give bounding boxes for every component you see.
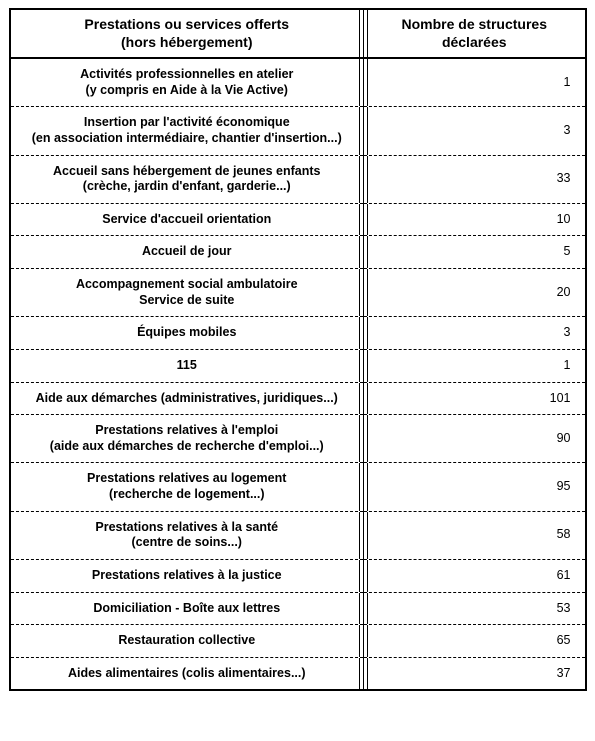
- service-label: Équipes mobiles: [10, 317, 364, 350]
- service-count: 5: [364, 236, 586, 269]
- table-row: Restauration collective 65: [10, 625, 586, 658]
- service-label-line2: (centre de soins...): [21, 535, 354, 551]
- service-label-line2: (crèche, jardin d'enfant, garderie...): [21, 179, 354, 195]
- table-row: Équipes mobiles 3: [10, 317, 586, 350]
- table-row: Accueil sans hébergement de jeunes enfan…: [10, 155, 586, 203]
- service-label: Prestations relatives à la santé(centre …: [10, 511, 364, 559]
- service-count: 37: [364, 657, 586, 690]
- service-label-line1: Accueil de jour: [21, 244, 354, 260]
- service-label-line2: (aide aux démarches de recherche d'emplo…: [21, 439, 354, 455]
- service-count: 101: [364, 382, 586, 415]
- table-row: 115 1: [10, 349, 586, 382]
- table-row: Prestations relatives à la justice 61: [10, 559, 586, 592]
- service-label-line1: Aide aux démarches (administratives, jur…: [21, 391, 354, 407]
- service-count: 1: [364, 58, 586, 107]
- service-count: 65: [364, 625, 586, 658]
- service-label-line2: (en association intermédiaire, chantier …: [21, 131, 354, 147]
- header-services: Prestations ou services offerts (hors hé…: [10, 9, 364, 58]
- service-label: Accueil de jour: [10, 236, 364, 269]
- service-count: 90: [364, 415, 586, 463]
- table-body: Activités professionnelles en atelier(y …: [10, 58, 586, 690]
- service-label: Domiciliation - Boîte aux lettres: [10, 592, 364, 625]
- service-label-line1: Insertion par l'activité économique: [21, 115, 354, 131]
- service-count: 95: [364, 463, 586, 511]
- header-count-line2: déclarées: [368, 34, 581, 52]
- service-label: Prestations relatives au logement(recher…: [10, 463, 364, 511]
- service-label: Prestations relatives à la justice: [10, 559, 364, 592]
- service-label-line1: Accompagnement social ambulatoire: [21, 277, 354, 293]
- table-row: Accueil de jour 5: [10, 236, 586, 269]
- table-header-row: Prestations ou services offerts (hors hé…: [10, 9, 586, 58]
- service-label-line1: Équipes mobiles: [21, 325, 354, 341]
- table-row: Aides alimentaires (colis alimentaires..…: [10, 657, 586, 690]
- service-label-line1: Prestations relatives à la santé: [21, 520, 354, 536]
- service-count: 53: [364, 592, 586, 625]
- service-label-line1: Aides alimentaires (colis alimentaires..…: [21, 666, 354, 682]
- service-label-line1: Prestations relatives au logement: [21, 471, 354, 487]
- service-label: Accompagnement social ambulatoireService…: [10, 269, 364, 317]
- service-label: Restauration collective: [10, 625, 364, 658]
- service-label: Accueil sans hébergement de jeunes enfan…: [10, 155, 364, 203]
- service-label: Insertion par l'activité économique(en a…: [10, 107, 364, 155]
- table-row: Insertion par l'activité économique(en a…: [10, 107, 586, 155]
- table-row: Domiciliation - Boîte aux lettres 53: [10, 592, 586, 625]
- service-count: 3: [364, 317, 586, 350]
- service-count: 20: [364, 269, 586, 317]
- header-services-line1: Prestations ou services offerts: [15, 16, 360, 34]
- service-label-line1: Service d'accueil orientation: [21, 212, 354, 228]
- header-count-line1: Nombre de structures: [368, 16, 581, 34]
- service-label-line2: (y compris en Aide à la Vie Active): [21, 83, 354, 99]
- service-label-line1: Prestations relatives à l'emploi: [21, 423, 354, 439]
- service-label-line1: Domiciliation - Boîte aux lettres: [21, 601, 354, 617]
- service-label: 115: [10, 349, 364, 382]
- service-label: Activités professionnelles en atelier(y …: [10, 58, 364, 107]
- service-label: Service d'accueil orientation: [10, 203, 364, 236]
- service-label-line1: Prestations relatives à la justice: [21, 568, 354, 584]
- service-label-line1: Restauration collective: [21, 633, 354, 649]
- service-count: 33: [364, 155, 586, 203]
- service-label: Prestations relatives à l'emploi(aide au…: [10, 415, 364, 463]
- service-label-line2: Service de suite: [21, 293, 354, 309]
- service-count: 58: [364, 511, 586, 559]
- table-row: Prestations relatives à la santé(centre …: [10, 511, 586, 559]
- service-count: 3: [364, 107, 586, 155]
- services-table: Prestations ou services offerts (hors hé…: [9, 8, 587, 691]
- table-row: Prestations relatives à l'emploi(aide au…: [10, 415, 586, 463]
- service-count: 10: [364, 203, 586, 236]
- table-row: Prestations relatives au logement(recher…: [10, 463, 586, 511]
- table-row: Activités professionnelles en atelier(y …: [10, 58, 586, 107]
- service-label-line1: 115: [21, 358, 354, 374]
- table-row: Aide aux démarches (administratives, jur…: [10, 382, 586, 415]
- service-count: 1: [364, 349, 586, 382]
- service-label-line1: Activités professionnelles en atelier: [21, 67, 354, 83]
- service-label-line2: (recherche de logement...): [21, 487, 354, 503]
- service-count: 61: [364, 559, 586, 592]
- service-label-line1: Accueil sans hébergement de jeunes enfan…: [21, 164, 354, 180]
- table-row: Accompagnement social ambulatoireService…: [10, 269, 586, 317]
- header-count: Nombre de structures déclarées: [364, 9, 586, 58]
- table-row: Service d'accueil orientation 10: [10, 203, 586, 236]
- service-label: Aide aux démarches (administratives, jur…: [10, 382, 364, 415]
- service-label: Aides alimentaires (colis alimentaires..…: [10, 657, 364, 690]
- header-services-line2: (hors hébergement): [15, 34, 360, 52]
